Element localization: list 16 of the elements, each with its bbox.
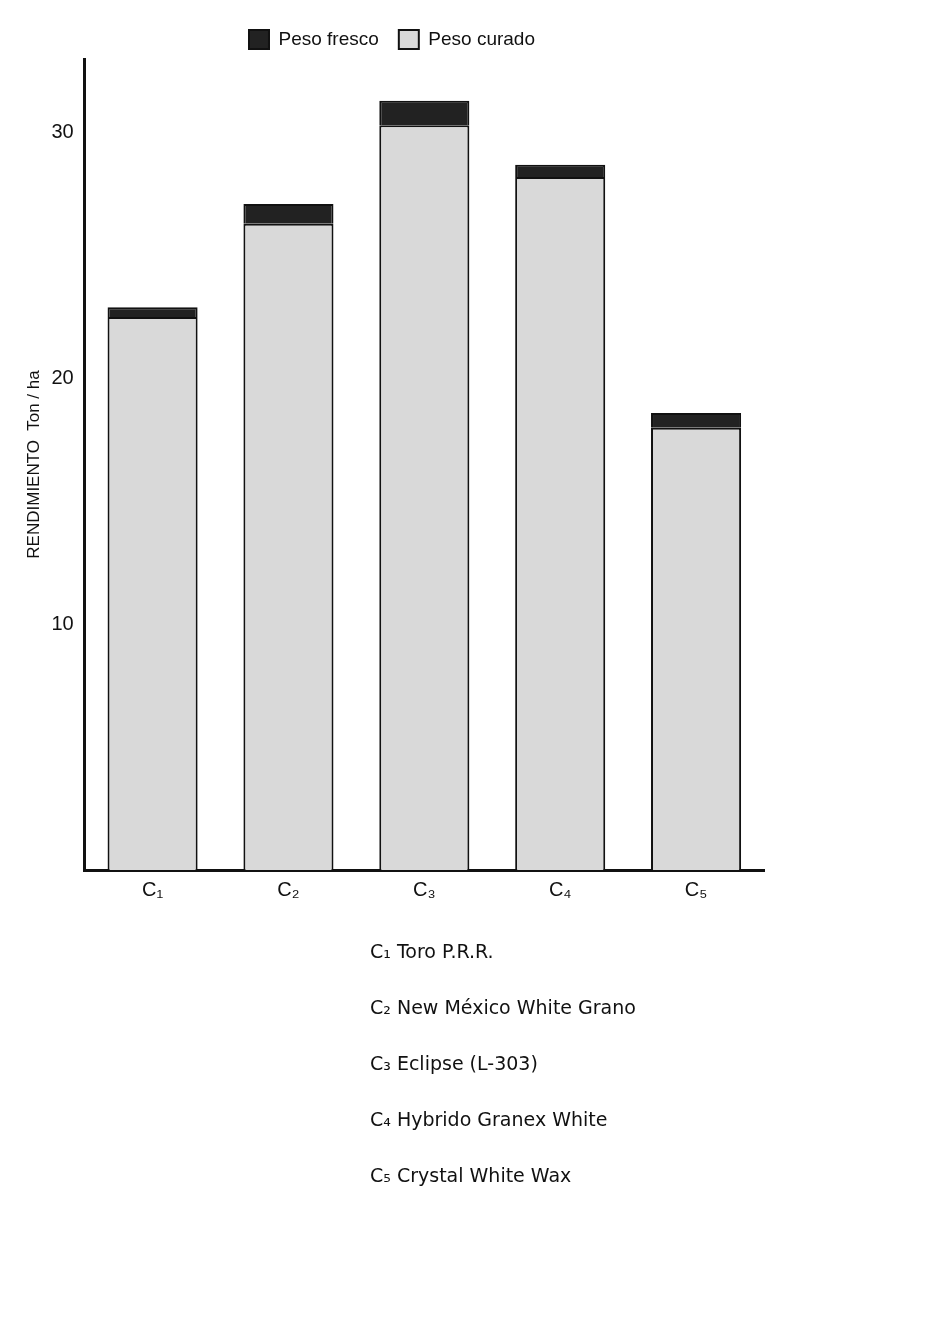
legend-label: Peso fresco xyxy=(278,27,379,49)
x-tick-label: C₃ xyxy=(413,877,436,900)
x-tick-label: C₄ xyxy=(548,877,572,900)
legend-label: Peso curado xyxy=(428,27,536,49)
text: C₂ New México White Grano xyxy=(370,996,637,1018)
x-tick-label: C₅ xyxy=(684,877,708,900)
text: C₄ Hybrido Granex White xyxy=(370,1108,609,1130)
y-axis-title: RENDIMIENTO Ton / ha xyxy=(23,369,43,559)
x-tick-label: C₂ xyxy=(277,877,300,900)
x-tick-label: C₁ xyxy=(141,877,164,900)
text: C₃ Eclipse (L-303) xyxy=(370,1052,539,1074)
y-tick-label: 20 xyxy=(51,366,74,388)
y-tick-label: 30 xyxy=(51,120,74,143)
text: C₅ Crystal White Wax xyxy=(370,1164,573,1186)
y-tick-label: 10 xyxy=(51,611,74,634)
text: C₁ Toro P.R.R. xyxy=(370,940,495,962)
